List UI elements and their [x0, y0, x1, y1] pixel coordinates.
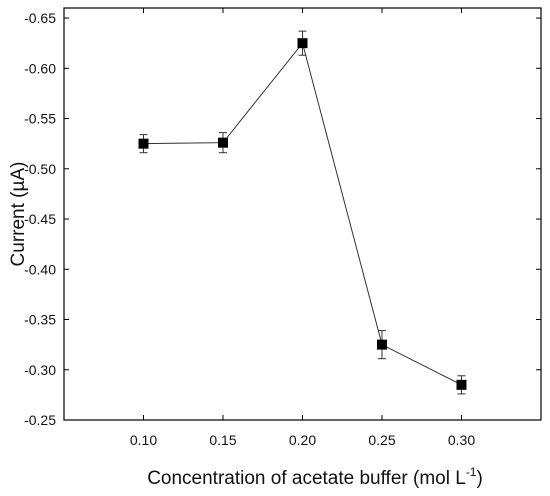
- y-axis-title: Current (µA): [8, 162, 29, 267]
- x-tick-label: 0.25: [368, 432, 395, 448]
- x-tick-label: 0.20: [289, 432, 316, 448]
- data-point: [456, 379, 467, 390]
- x-axis-title-superscript: -1: [466, 465, 477, 479]
- data-point: [377, 339, 387, 350]
- plot-frame: [63, 7, 542, 421]
- data-point: [297, 38, 308, 49]
- axes: 0.10 0.15 0.20 0.25 0.30 -0.65 -0.60 -0.55 -0.50…: [24, 8, 541, 448]
- y-tick-label: -0.55: [24, 111, 56, 127]
- x-tick-label: 0.30: [448, 432, 475, 448]
- y-tick-label: -0.50: [24, 161, 56, 177]
- y-tick-label: -0.60: [24, 60, 56, 76]
- y-tick-label: -0.25: [24, 412, 56, 428]
- series-line: [143, 42, 462, 386]
- y-tick-label: -0.65: [24, 10, 56, 26]
- x-tick-label: 0.15: [209, 432, 236, 448]
- y-tick-label: -0.40: [24, 261, 56, 277]
- x-axis-title: Concentration of acetate buffer (mol L-1…: [147, 465, 483, 489]
- y-tick-label: -0.45: [24, 211, 56, 227]
- data-point: [218, 137, 228, 148]
- series: [138, 30, 467, 395]
- y-tick-label: -0.30: [24, 362, 56, 378]
- y-tick-label: -0.35: [24, 312, 56, 328]
- data-point: [138, 138, 149, 149]
- x-axis-title-text: Concentration of acetate buffer (mol L: [147, 468, 466, 489]
- x-axis-title-close: ): [476, 468, 482, 489]
- x-tick-label: 0.10: [130, 432, 157, 448]
